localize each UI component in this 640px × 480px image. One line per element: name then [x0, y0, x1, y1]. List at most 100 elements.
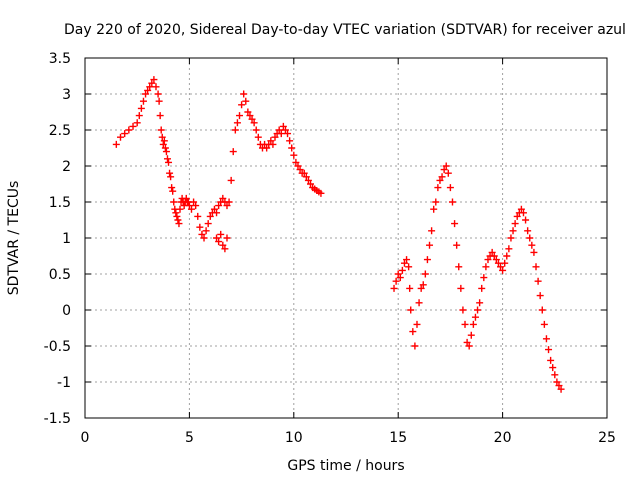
data-point	[194, 212, 202, 220]
data-point	[219, 241, 227, 249]
data-point	[112, 140, 120, 148]
data-point	[411, 342, 419, 350]
data-point	[421, 270, 429, 278]
data-point	[172, 209, 180, 217]
data-point	[459, 306, 467, 314]
data-point	[204, 220, 212, 228]
data-point	[156, 112, 164, 120]
y-tick-label: 3.5	[49, 51, 71, 67]
data-point	[225, 198, 233, 206]
y-tick-label: 0.5	[49, 267, 71, 283]
data-point	[440, 166, 448, 174]
data-point	[455, 263, 463, 271]
x-tick-label: 25	[598, 430, 616, 446]
data-point	[158, 133, 166, 141]
data-point	[482, 263, 490, 271]
data-point	[307, 180, 315, 188]
data-point	[144, 86, 152, 94]
y-tick-label: 0	[62, 303, 71, 319]
data-point	[116, 133, 124, 141]
data-point	[542, 335, 550, 343]
data-point	[499, 266, 507, 274]
data-point	[281, 126, 289, 134]
data-point	[471, 313, 479, 321]
data-point	[413, 320, 421, 328]
data-point	[190, 198, 198, 206]
data-point	[480, 274, 488, 282]
data-point	[271, 133, 279, 141]
tick-layer: 0 5 10 15 20 25 -1.5 -1 -0.5 0 0.5 1 1.5 2 2.5 3 3.5	[44, 51, 616, 446]
data-point	[505, 245, 513, 253]
data-point	[474, 306, 482, 314]
chart-title: Day 220 of 2020, Sidereal Day-to-day VTE…	[64, 22, 626, 38]
data-point	[284, 130, 292, 138]
data-point	[154, 90, 162, 98]
data-point	[248, 115, 256, 123]
data-point	[233, 119, 241, 127]
data-point	[551, 371, 559, 379]
data-point	[517, 205, 525, 213]
data-point	[165, 158, 173, 166]
data-point	[250, 119, 258, 127]
data-point	[221, 245, 229, 253]
data-point	[528, 241, 536, 249]
data-point	[302, 173, 310, 181]
data-point	[159, 140, 167, 148]
data-point	[246, 112, 254, 120]
data-point	[403, 256, 411, 264]
data-point	[436, 176, 444, 184]
data-point	[394, 270, 402, 278]
data-point	[430, 205, 438, 213]
data-point	[432, 198, 440, 206]
data-point	[426, 241, 434, 249]
data-point	[288, 144, 296, 152]
x-axis-label: GPS time / hours	[287, 458, 404, 474]
data-point	[150, 76, 158, 84]
data-point	[185, 202, 193, 210]
data-point	[507, 234, 515, 242]
y-axis-label: SDTVAR / TECUs	[6, 181, 22, 296]
data-point	[423, 256, 431, 264]
y-tick-label: -1	[57, 375, 71, 391]
data-point	[555, 382, 563, 390]
data-point	[317, 189, 325, 197]
data-point	[405, 263, 413, 271]
data-point	[451, 220, 459, 228]
y-tick-label: -1.5	[44, 411, 71, 427]
data-point	[478, 284, 486, 292]
data-point	[519, 209, 527, 217]
data-point	[175, 220, 183, 228]
data-point	[534, 277, 542, 285]
data-point	[494, 259, 502, 267]
x-tick-label: 20	[494, 430, 512, 446]
data-point	[503, 252, 511, 260]
data-point	[227, 176, 235, 184]
y-tick-label: -0.5	[44, 339, 71, 355]
data-point	[152, 83, 160, 91]
data-point	[509, 227, 517, 235]
data-point	[484, 256, 492, 264]
data-point	[513, 212, 521, 220]
data-point	[290, 151, 298, 159]
data-point	[419, 281, 427, 289]
data-point	[511, 220, 519, 228]
data-point	[536, 292, 544, 300]
data-point	[501, 259, 509, 267]
data-point	[492, 256, 500, 264]
data-point	[292, 158, 300, 166]
data-point	[304, 176, 312, 184]
data-point	[490, 252, 498, 260]
data-point	[269, 140, 277, 148]
data-point	[125, 126, 133, 134]
x-tick-label: 10	[285, 430, 303, 446]
data-point	[163, 155, 171, 163]
data-point	[267, 137, 275, 145]
data-point	[540, 320, 548, 328]
data-point	[277, 130, 285, 138]
data-point	[300, 169, 308, 177]
y-tick-label: 2	[62, 159, 71, 175]
data-point	[146, 83, 154, 91]
data-point	[465, 342, 473, 350]
data-point	[137, 104, 145, 112]
